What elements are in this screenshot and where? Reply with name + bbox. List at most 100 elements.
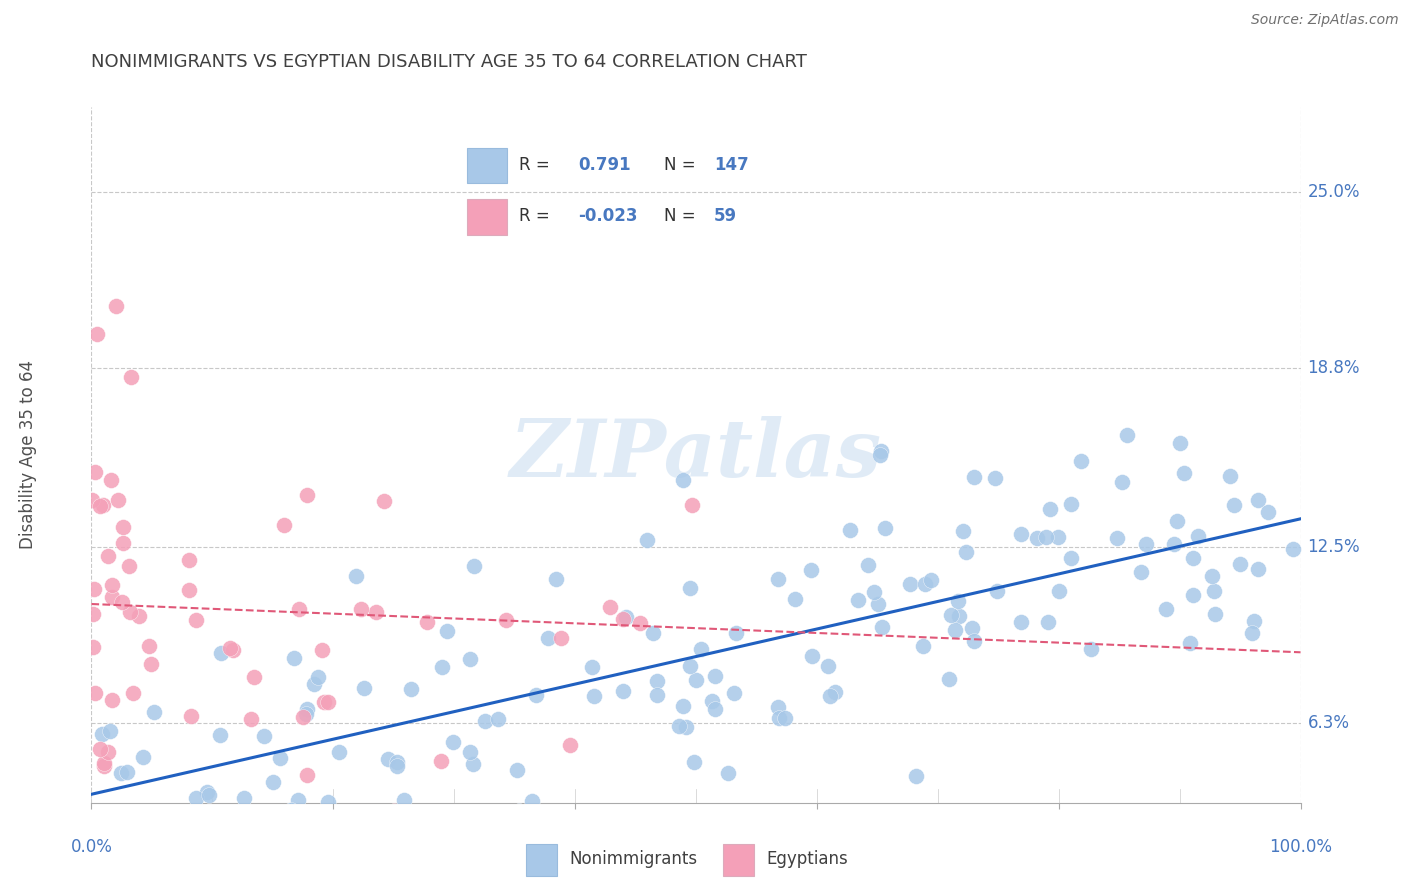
Point <box>463 559 485 574</box>
Point <box>768 711 790 725</box>
Point <box>1282 541 1305 556</box>
Point <box>984 471 1007 485</box>
Point <box>1187 529 1209 543</box>
FancyBboxPatch shape <box>526 844 557 876</box>
Point <box>681 498 703 512</box>
Point <box>818 689 841 703</box>
Point <box>232 791 254 805</box>
Text: R =: R = <box>519 156 550 174</box>
Point <box>1111 475 1133 489</box>
Point <box>280 803 302 817</box>
Point <box>1154 602 1177 616</box>
Point <box>382 805 405 819</box>
Point <box>914 577 936 591</box>
Point <box>868 597 890 611</box>
Point <box>1070 454 1092 468</box>
Point <box>870 444 893 458</box>
Point <box>679 581 702 595</box>
Point <box>350 602 373 616</box>
Point <box>766 699 789 714</box>
Point <box>683 756 706 770</box>
Point <box>101 591 124 605</box>
Point <box>458 745 481 759</box>
Point <box>898 577 921 591</box>
Point <box>167 807 190 822</box>
Point <box>911 639 934 653</box>
Point <box>1047 530 1070 544</box>
Point <box>1182 588 1205 602</box>
Point <box>863 584 886 599</box>
Point <box>1010 526 1032 541</box>
Point <box>97 745 120 759</box>
Point <box>700 694 723 708</box>
Point <box>100 474 122 488</box>
Point <box>647 688 669 702</box>
Point <box>82 607 104 621</box>
Point <box>100 692 122 706</box>
Point <box>222 643 245 657</box>
Point <box>630 615 652 630</box>
Point <box>308 670 330 684</box>
Point <box>112 881 135 892</box>
Point <box>1246 562 1268 576</box>
Point <box>952 524 974 538</box>
Point <box>645 674 668 689</box>
Point <box>458 651 481 665</box>
Point <box>314 695 336 709</box>
FancyBboxPatch shape <box>467 148 506 183</box>
Point <box>582 689 605 703</box>
Point <box>614 610 637 624</box>
Point <box>544 572 567 586</box>
Point <box>294 706 316 721</box>
Point <box>1010 615 1032 629</box>
Point <box>128 608 150 623</box>
Point <box>105 861 128 875</box>
Point <box>679 659 702 673</box>
Point <box>1025 532 1047 546</box>
Point <box>1166 514 1188 528</box>
Text: 147: 147 <box>714 156 749 174</box>
Point <box>1060 497 1083 511</box>
Point <box>110 766 132 780</box>
Point <box>186 613 208 627</box>
Point <box>111 520 134 534</box>
Point <box>243 670 266 684</box>
Point <box>948 609 970 624</box>
Point <box>179 553 201 567</box>
Point <box>717 765 740 780</box>
Point <box>1201 569 1223 583</box>
Point <box>117 764 139 779</box>
Point <box>960 621 983 635</box>
Point <box>344 569 367 583</box>
Point <box>1181 550 1204 565</box>
Point <box>209 647 232 661</box>
Point <box>1240 625 1263 640</box>
Point <box>86 327 108 342</box>
Text: 0.791: 0.791 <box>578 156 630 174</box>
Point <box>612 683 634 698</box>
Point <box>377 752 399 766</box>
Point <box>943 624 966 638</box>
Point <box>668 719 690 733</box>
Point <box>283 651 305 665</box>
Point <box>93 756 115 770</box>
Text: ZIPatlas: ZIPatlas <box>510 417 882 493</box>
Point <box>963 470 986 484</box>
Point <box>537 632 560 646</box>
Point <box>430 754 453 768</box>
Text: 18.8%: 18.8% <box>1308 359 1360 377</box>
Point <box>1243 614 1265 628</box>
Point <box>198 789 221 803</box>
Text: 59: 59 <box>714 208 737 226</box>
Point <box>98 723 121 738</box>
Point <box>941 608 963 623</box>
Point <box>89 742 111 756</box>
Text: 100.0%: 100.0% <box>1270 838 1331 856</box>
Point <box>1116 428 1139 442</box>
Point <box>292 710 315 724</box>
Point <box>870 620 893 634</box>
Point <box>180 708 202 723</box>
Point <box>121 686 143 700</box>
Point <box>107 493 129 508</box>
Point <box>643 625 665 640</box>
